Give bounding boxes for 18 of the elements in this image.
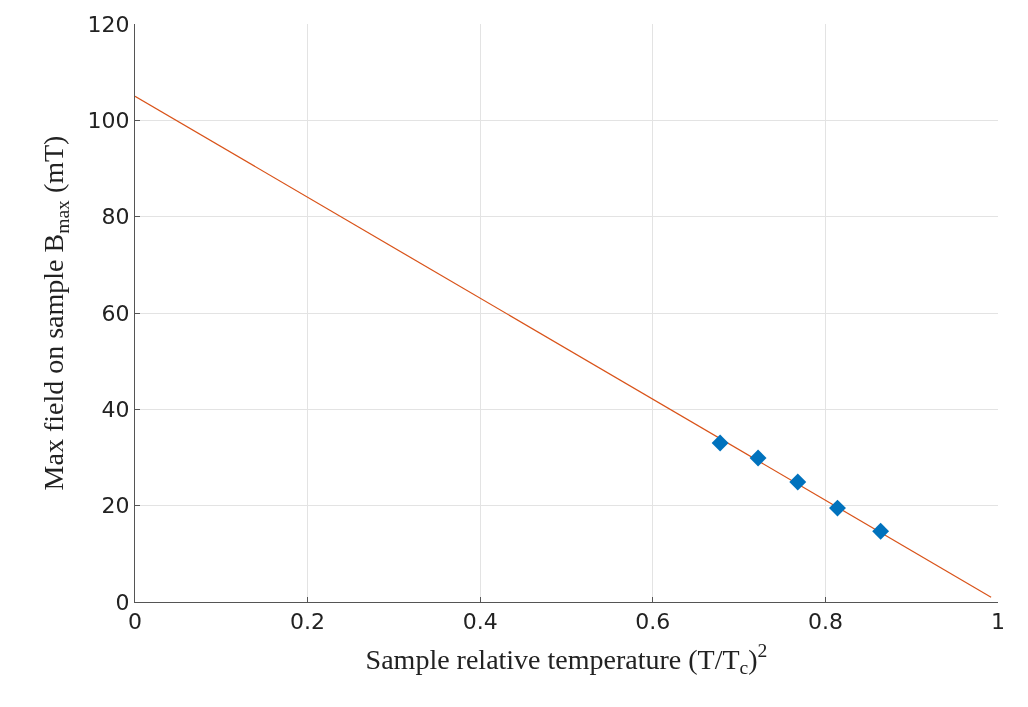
x-axis-title: Sample relative temperature (T/T$_{c}$)$^{2}$	[365, 639, 768, 679]
y-tick-label: 40	[101, 397, 130, 423]
point	[711, 434, 729, 452]
y-tick-label: 100	[87, 108, 130, 134]
x-tick-label: 1	[991, 609, 1005, 635]
point	[872, 522, 890, 540]
x-tick-label: 0.6	[635, 609, 671, 635]
point	[749, 449, 767, 467]
x-tick-label: 0.2	[290, 609, 326, 635]
y-tick-label: 80	[101, 204, 130, 230]
y-tick-label: 20	[101, 493, 130, 519]
point	[789, 473, 807, 491]
y-tick-label: 120	[87, 11, 130, 37]
point	[829, 499, 846, 517]
x-tick-label: 0.8	[807, 609, 843, 635]
x-tick-label: 0.4	[462, 609, 498, 635]
y-tick-label: 60	[101, 300, 130, 326]
y-tick-label: 0	[115, 589, 130, 615]
